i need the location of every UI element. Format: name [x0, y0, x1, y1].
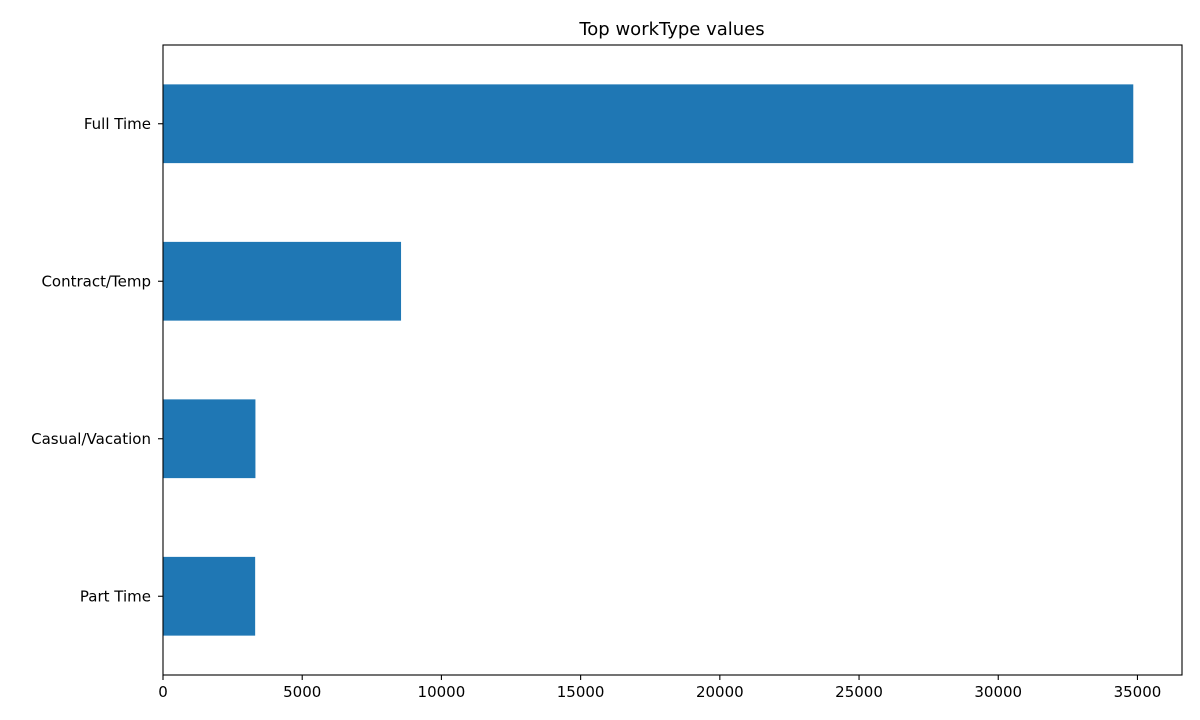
y-tick-label: Full Time: [84, 115, 151, 133]
x-tick-label: 10000: [418, 683, 466, 701]
y-tick-label: Casual/Vacation: [31, 430, 151, 448]
x-tick-label: 30000: [974, 683, 1022, 701]
x-tick-label: 15000: [557, 683, 605, 701]
x-tick-label: 5000: [283, 683, 321, 701]
bar-full-time: [163, 84, 1134, 164]
y-axis-ticks: Full Time Contract/Temp Casual/Vacation Par…: [31, 115, 163, 605]
bar-contract-temp: [163, 241, 402, 321]
x-tick-label: 25000: [835, 683, 883, 701]
x-tick-label: 35000: [1114, 683, 1162, 701]
y-tick-label: Contract/Temp: [41, 272, 151, 290]
bar-part-time: [163, 556, 256, 636]
x-tick-label: 20000: [696, 683, 744, 701]
x-tick-label: 0: [158, 683, 168, 701]
x-axis-ticks: 0 5000 10000 15000 20000 25000 30000 35000: [158, 675, 1161, 701]
bar-casual-vacation: [163, 399, 256, 479]
y-tick-label: Part Time: [80, 587, 151, 605]
bars-layer: [163, 84, 1134, 636]
chart-title: Top workType values: [578, 19, 764, 40]
plot-frame: [162, 44, 1183, 676]
